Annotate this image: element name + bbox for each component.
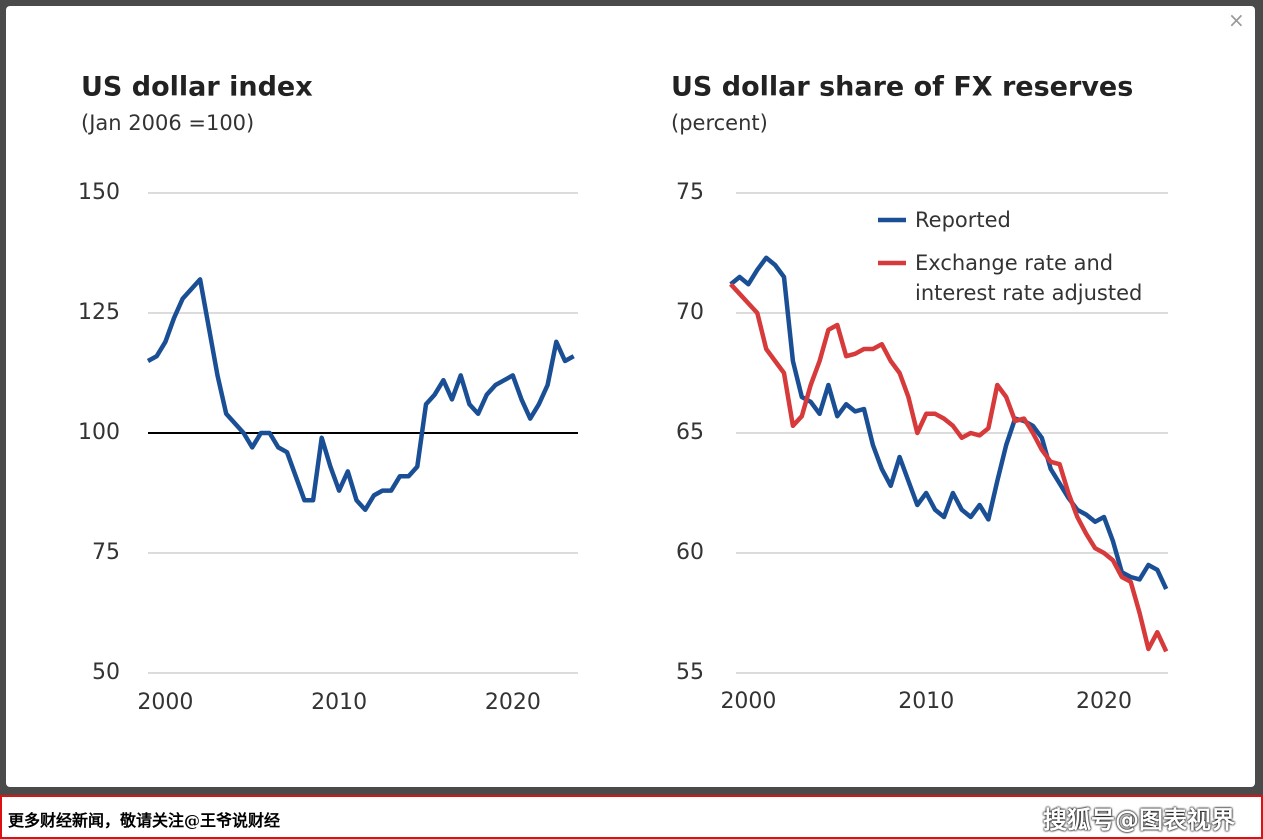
y-tick-label: 55: [676, 660, 704, 685]
y-tick-label: 50: [92, 660, 120, 685]
x-tick-label: 2010: [311, 690, 367, 715]
legend-label: Reported: [915, 208, 1011, 232]
x-tick-label: 2000: [137, 690, 193, 715]
footer-right: 搜狐号@图表视界: [1043, 806, 1235, 834]
footer: 更多财经新闻，敬请关注@王爷说财经 搜狐号@图表视界: [0, 795, 1263, 839]
x-tick-label: 2020: [1076, 689, 1132, 714]
chart-subtitle: (Jan 2006 =100): [81, 111, 254, 135]
y-tick-label: 65: [676, 420, 704, 445]
charts: US dollar index (Jan 2006 =100) 50 75 100 125…: [78, 72, 1169, 715]
y-tick-label: 70: [676, 300, 704, 325]
close-button[interactable]: ×: [1228, 8, 1245, 32]
y-tick-label: 125: [78, 300, 120, 325]
chart-subtitle: (percent): [671, 111, 768, 135]
series-line: [729, 282, 1169, 653]
x-tick-label: 2020: [485, 690, 541, 715]
series-line: [146, 277, 575, 513]
y-tick-label: 75: [92, 540, 120, 565]
x-tick-label: 2010: [898, 689, 954, 714]
series-line: [729, 255, 1169, 590]
y-tick-label: 60: [676, 540, 704, 565]
chart-title: US dollar share of FX reserves: [671, 72, 1133, 103]
y-tick-label: 100: [78, 420, 120, 445]
chart-title: US dollar index: [81, 72, 313, 103]
modal: [6, 6, 1255, 787]
y-tick-label: 150: [78, 180, 120, 205]
x-tick-label: 2000: [720, 689, 776, 714]
footer-left: 更多财经新闻，敬请关注@王爷说财经: [8, 811, 281, 830]
legend-label: Exchange rate and interest rate adjusted: [915, 251, 1143, 305]
y-tick-label: 75: [676, 180, 704, 205]
